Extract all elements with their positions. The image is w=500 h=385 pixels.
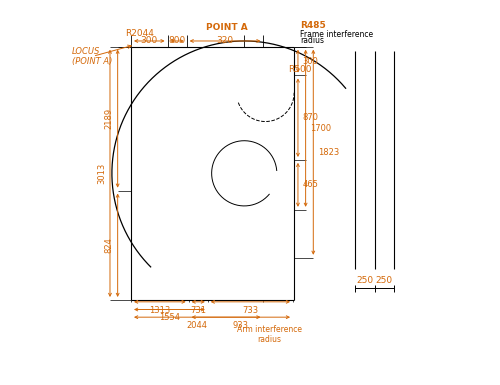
Text: 1823: 1823: [318, 148, 340, 157]
Text: 800: 800: [168, 37, 186, 45]
Text: Frame interference: Frame interference: [300, 30, 373, 38]
Text: radius: radius: [300, 37, 324, 45]
Text: R500: R500: [288, 65, 312, 74]
Text: 824: 824: [105, 237, 114, 253]
Text: 300: 300: [302, 57, 318, 65]
Text: R2044: R2044: [126, 29, 154, 38]
Text: 933: 933: [233, 321, 249, 330]
Text: 300: 300: [140, 37, 158, 45]
Text: POINT A: POINT A: [206, 23, 248, 32]
Text: LOCUS
(POINT A): LOCUS (POINT A): [72, 47, 112, 66]
Text: 1700: 1700: [310, 124, 332, 133]
Text: 2189: 2189: [105, 108, 114, 129]
Text: 320: 320: [216, 37, 234, 45]
Text: 731: 731: [190, 306, 206, 315]
Text: 2044: 2044: [187, 321, 208, 330]
Text: Arm interference
radius: Arm interference radius: [236, 325, 302, 344]
Text: 870: 870: [302, 113, 318, 122]
Text: 733: 733: [242, 306, 258, 315]
Text: 3013: 3013: [97, 163, 106, 184]
Text: 465: 465: [302, 180, 318, 189]
Text: 250: 250: [356, 276, 374, 285]
Text: 1554: 1554: [159, 313, 180, 322]
Text: 250: 250: [376, 276, 393, 285]
Text: 1313: 1313: [149, 306, 171, 315]
Text: R485: R485: [300, 21, 326, 30]
